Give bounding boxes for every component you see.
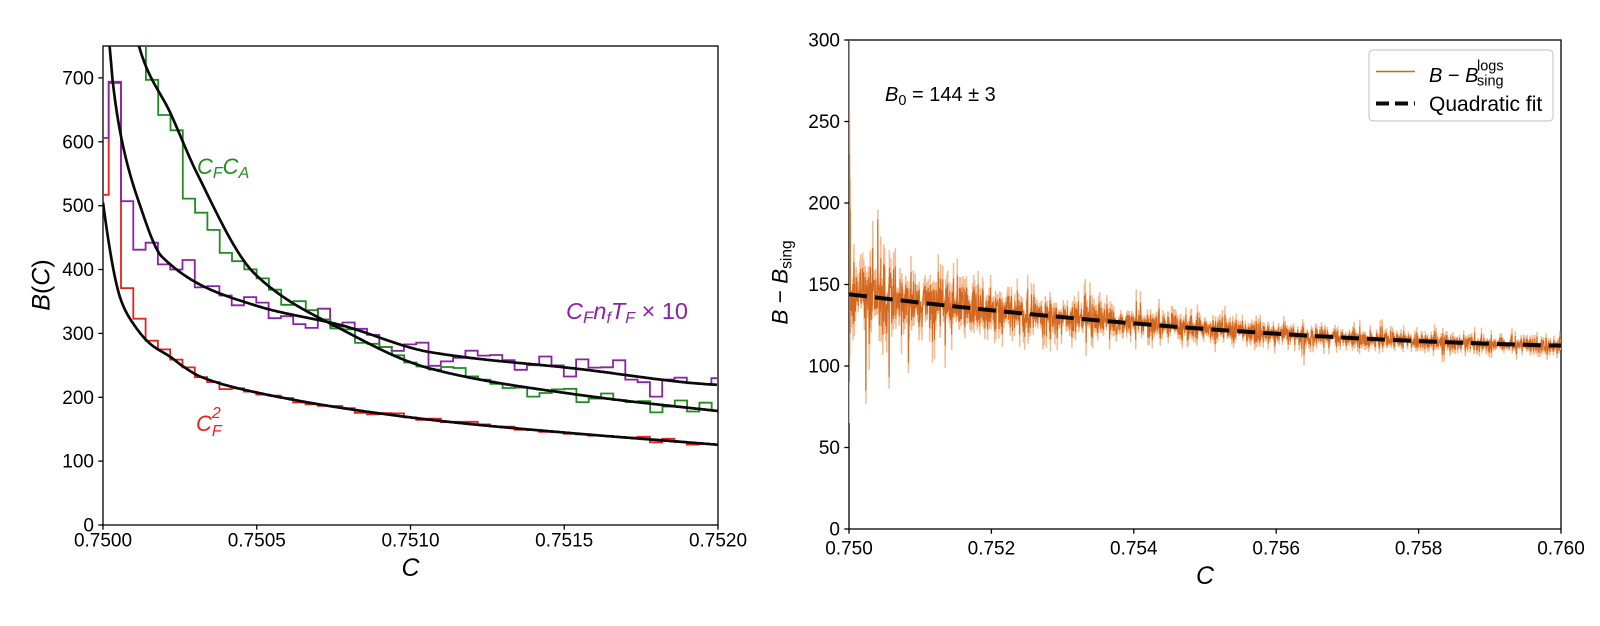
svg-text:logs: logs [1477, 59, 1504, 75]
svg-text:B(C): B(C) [28, 259, 56, 310]
svg-text:0: 0 [83, 516, 94, 537]
svg-text:300: 300 [62, 324, 94, 345]
svg-text:0.7505: 0.7505 [228, 531, 286, 552]
svg-text:Quadratic fit: Quadratic fit [1429, 93, 1542, 116]
svg-text:C: C [401, 554, 420, 582]
svg-text:50: 50 [819, 438, 840, 459]
svg-text:B − Bsing: B − Bsing [768, 240, 796, 324]
svg-text:500: 500 [62, 196, 94, 217]
svg-text:150: 150 [808, 275, 840, 296]
svg-text:B0 = 144 ± 3: B0 = 144 ± 3 [885, 84, 996, 109]
svg-text:400: 400 [62, 260, 94, 281]
svg-text:0.754: 0.754 [1110, 539, 1158, 560]
svg-text:250: 250 [808, 112, 840, 133]
svg-text:200: 200 [62, 388, 94, 409]
svg-text:CF2: CF2 [196, 405, 223, 440]
svg-text:0.752: 0.752 [968, 539, 1016, 560]
svg-text:600: 600 [62, 132, 94, 153]
svg-text:0.7520: 0.7520 [689, 531, 747, 552]
svg-text:B − B: B − B [1429, 65, 1478, 87]
svg-text:0.7510: 0.7510 [381, 531, 439, 552]
svg-text:0.7515: 0.7515 [535, 531, 593, 552]
svg-text:C: C [1196, 562, 1215, 590]
svg-text:0.758: 0.758 [1395, 539, 1443, 560]
svg-text:0.750: 0.750 [825, 539, 873, 560]
svg-text:0.760: 0.760 [1537, 539, 1585, 560]
svg-text:sing: sing [1477, 74, 1504, 90]
svg-text:700: 700 [62, 68, 94, 89]
svg-text:0.7500: 0.7500 [74, 531, 132, 552]
svg-text:300: 300 [808, 31, 840, 52]
svg-text:100: 100 [62, 452, 94, 473]
svg-text:0.756: 0.756 [1252, 539, 1300, 560]
svg-text:0: 0 [829, 520, 840, 541]
svg-text:100: 100 [808, 357, 840, 378]
svg-text:200: 200 [808, 194, 840, 215]
